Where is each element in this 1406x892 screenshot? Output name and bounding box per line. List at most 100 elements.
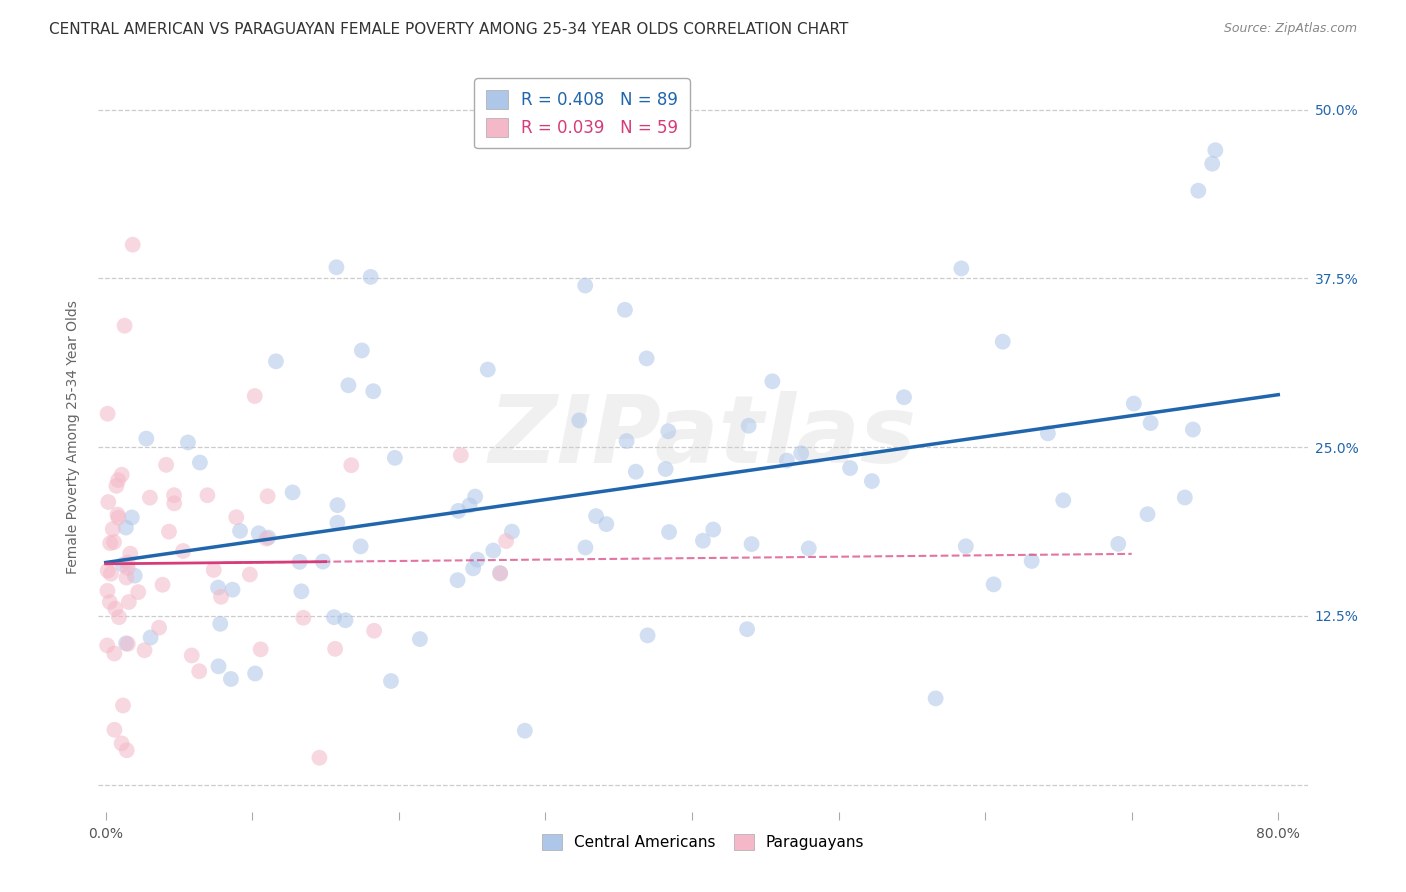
- Point: [115, 520, 138, 534]
- Point: [741, 537, 763, 551]
- Point: [127, 585, 149, 599]
- Point: [239, 567, 262, 582]
- Point: [323, 641, 346, 656]
- Point: [207, 581, 229, 595]
- Point: [489, 566, 512, 580]
- Point: [257, 531, 280, 545]
- Point: [325, 260, 347, 275]
- Point: [658, 524, 681, 539]
- Point: [1204, 143, 1226, 157]
- Point: [152, 578, 174, 592]
- Point: [624, 465, 647, 479]
- Point: [249, 642, 271, 657]
- Point: [177, 435, 200, 450]
- Text: CENTRAL AMERICAN VS PARAGUAYAN FEMALE POVERTY AMONG 25-34 YEAR OLDS CORRELATION : CENTRAL AMERICAN VS PARAGUAYAN FEMALE PO…: [49, 22, 849, 37]
- Point: [264, 354, 287, 368]
- Point: [117, 561, 139, 575]
- Point: [139, 491, 162, 505]
- Point: [288, 555, 311, 569]
- Point: [465, 552, 488, 566]
- Point: [447, 504, 470, 518]
- Point: [101, 522, 124, 536]
- Point: [117, 556, 139, 570]
- Point: [409, 632, 432, 646]
- Point: [111, 467, 134, 482]
- Point: [163, 488, 186, 502]
- Point: [446, 573, 468, 587]
- Point: [692, 533, 714, 548]
- Point: [513, 723, 536, 738]
- Point: [124, 568, 146, 582]
- Point: [172, 544, 194, 558]
- Point: [1052, 493, 1074, 508]
- Point: [243, 666, 266, 681]
- Point: [308, 750, 330, 764]
- Point: [501, 524, 523, 539]
- Point: [361, 384, 384, 399]
- Point: [568, 413, 591, 427]
- Point: [105, 479, 128, 493]
- Point: [148, 621, 170, 635]
- Point: [107, 473, 129, 487]
- Point: [97, 407, 120, 421]
- Point: [702, 523, 724, 537]
- Point: [207, 659, 229, 673]
- Point: [654, 462, 676, 476]
- Point: [209, 616, 232, 631]
- Point: [98, 595, 121, 609]
- Point: [103, 535, 125, 549]
- Text: Source: ZipAtlas.com: Source: ZipAtlas.com: [1223, 22, 1357, 36]
- Point: [585, 509, 607, 524]
- Point: [155, 458, 177, 472]
- Point: [477, 362, 499, 376]
- Point: [380, 673, 402, 688]
- Point: [860, 474, 883, 488]
- Point: [636, 351, 658, 366]
- Point: [1122, 396, 1144, 410]
- Point: [797, 541, 820, 556]
- Point: [202, 563, 225, 577]
- Point: [110, 736, 132, 750]
- Point: [247, 526, 270, 541]
- Point: [135, 432, 157, 446]
- Point: [991, 334, 1014, 349]
- Point: [983, 577, 1005, 591]
- Point: [326, 516, 349, 530]
- Point: [1201, 157, 1223, 171]
- Point: [574, 541, 596, 555]
- Point: [254, 532, 277, 546]
- Point: [97, 495, 120, 509]
- Point: [458, 499, 481, 513]
- Point: [225, 510, 247, 524]
- Point: [163, 496, 186, 510]
- Point: [737, 418, 759, 433]
- Point: [121, 237, 143, 252]
- Legend: Central Americans, Paraguayans: Central Americans, Paraguayans: [536, 828, 870, 856]
- Point: [463, 561, 485, 575]
- Point: [312, 555, 335, 569]
- Point: [108, 610, 131, 624]
- Point: [188, 665, 211, 679]
- Point: [595, 517, 617, 532]
- Point: [1187, 184, 1209, 198]
- Point: [489, 566, 512, 581]
- Point: [950, 261, 973, 276]
- Point: [350, 343, 373, 358]
- Point: [1036, 426, 1059, 441]
- Point: [107, 510, 129, 524]
- Point: [180, 648, 202, 663]
- Point: [495, 534, 517, 549]
- Point: [363, 624, 385, 638]
- Point: [1139, 416, 1161, 430]
- Point: [117, 637, 139, 651]
- Point: [326, 498, 349, 512]
- Point: [100, 566, 122, 581]
- Point: [1107, 537, 1129, 551]
- Point: [115, 570, 138, 584]
- Point: [613, 302, 636, 317]
- Point: [243, 389, 266, 403]
- Point: [104, 601, 127, 615]
- Point: [323, 610, 346, 624]
- Point: [450, 448, 472, 462]
- Text: ZIPatlas: ZIPatlas: [489, 391, 917, 483]
